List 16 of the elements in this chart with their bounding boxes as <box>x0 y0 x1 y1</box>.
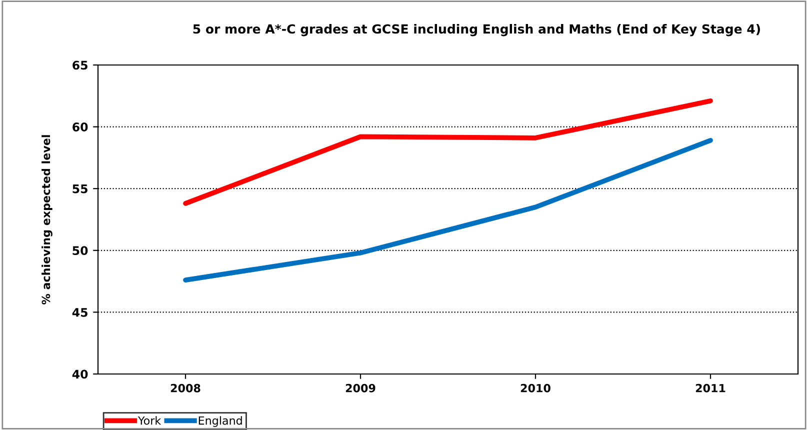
x-tick-label: 2011 <box>696 384 726 392</box>
y-tick-label: 50 <box>72 246 88 256</box>
y-tick-label: 60 <box>72 122 88 132</box>
legend-label: England <box>198 416 242 427</box>
line-series <box>183 98 713 206</box>
legend-label: York <box>138 416 162 425</box>
x-tick-label: 2009 <box>346 384 376 392</box>
chart-title: 5 or more A*-C grades at GCSE including English and Maths (End of Key Stage 4) <box>193 24 760 36</box>
y-tick-label: 40 <box>72 370 88 379</box>
y-tick-label: 55 <box>72 184 88 194</box>
line-series <box>183 138 713 282</box>
x-tick-label: 2010 <box>520 384 550 392</box>
y-axis-title: % achieving expected level <box>42 135 52 304</box>
y-tick-label: 65 <box>72 60 88 70</box>
x-tick-label: 2008 <box>170 384 200 392</box>
y-tick-label: 45 <box>72 308 88 317</box>
